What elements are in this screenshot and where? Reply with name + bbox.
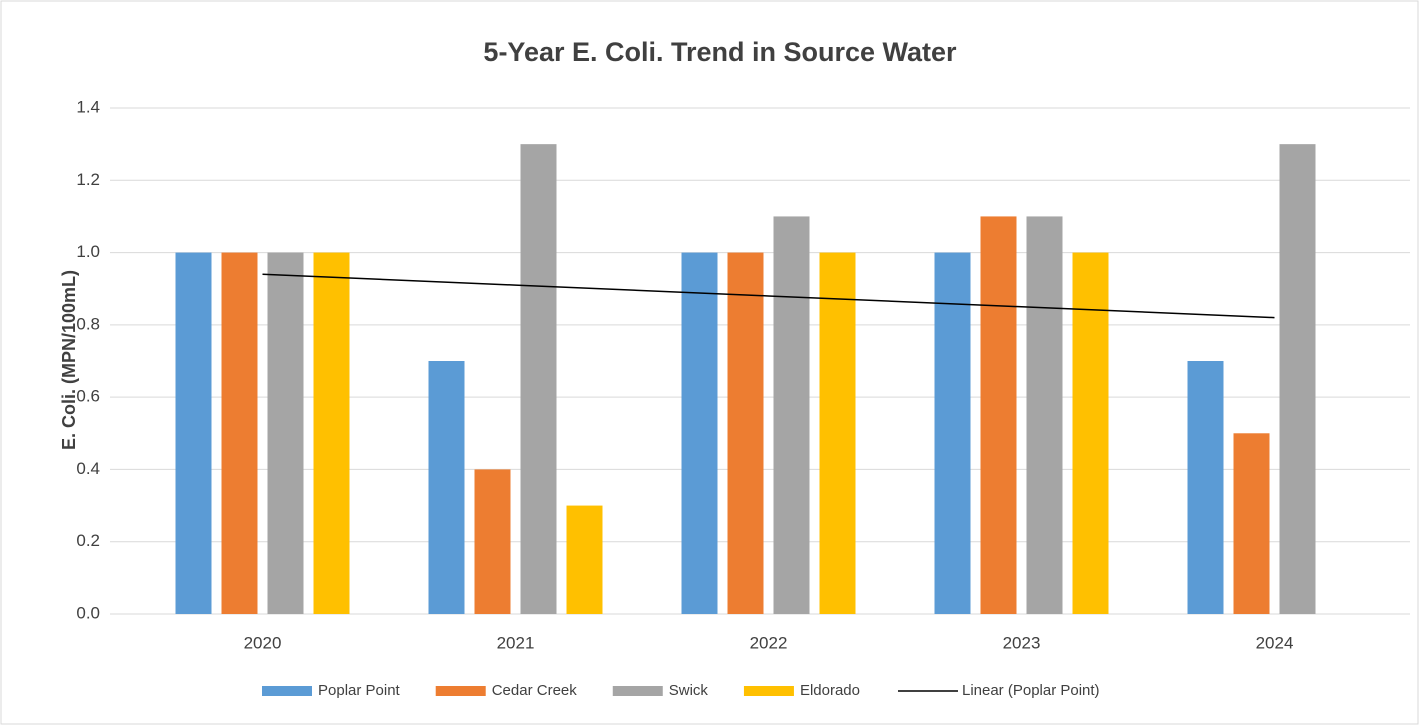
x-tick-label: 2024 bbox=[1256, 633, 1294, 652]
bar bbox=[1233, 433, 1270, 614]
bar bbox=[1279, 144, 1316, 614]
x-tick-label: 2021 bbox=[497, 633, 535, 652]
legend-swatch bbox=[262, 686, 312, 696]
y-tick-label: 0.8 bbox=[76, 314, 100, 333]
legend-label: Swick bbox=[669, 682, 709, 699]
bar bbox=[175, 252, 212, 615]
bar bbox=[428, 361, 465, 614]
bar bbox=[474, 469, 511, 614]
bar bbox=[980, 216, 1017, 614]
bar bbox=[681, 252, 718, 615]
bar bbox=[773, 216, 810, 614]
chart-title: 5-Year E. Coli. Trend in Source Water bbox=[483, 37, 957, 67]
y-tick-label: 0.4 bbox=[76, 459, 100, 478]
legend-label: Eldorado bbox=[800, 682, 860, 699]
y-tick-label: 1.4 bbox=[76, 97, 100, 116]
bar bbox=[566, 505, 603, 614]
legend-label: Cedar Creek bbox=[492, 682, 578, 699]
legend-swatch bbox=[743, 686, 794, 696]
bar bbox=[1026, 216, 1063, 614]
legend-label: Linear (Poplar Point) bbox=[962, 682, 1100, 699]
bar bbox=[727, 252, 764, 615]
bar bbox=[934, 252, 971, 615]
x-tick-label: 2022 bbox=[750, 633, 788, 652]
legend-swatch bbox=[435, 686, 486, 696]
trend-line bbox=[262, 273, 1275, 319]
bar bbox=[221, 252, 258, 615]
y-axis-label: E. Coli. (MPN/100mL) bbox=[59, 270, 79, 450]
legend-label: Poplar Point bbox=[318, 682, 401, 699]
x-tick-label: 2023 bbox=[1003, 633, 1041, 652]
bar bbox=[520, 144, 557, 614]
bar bbox=[313, 252, 350, 615]
y-tick-label: 1.0 bbox=[76, 242, 100, 261]
y-tick-label: 0.6 bbox=[76, 387, 100, 406]
bar bbox=[1187, 361, 1224, 614]
y-tick-label: 1.2 bbox=[76, 170, 100, 189]
legend-swatch bbox=[612, 686, 663, 696]
y-tick-label: 0.0 bbox=[76, 603, 100, 622]
bar bbox=[819, 252, 856, 615]
y-tick-label: 0.2 bbox=[76, 531, 100, 550]
bar bbox=[267, 252, 304, 615]
bar bbox=[1072, 252, 1109, 615]
x-tick-label: 2020 bbox=[244, 633, 282, 652]
